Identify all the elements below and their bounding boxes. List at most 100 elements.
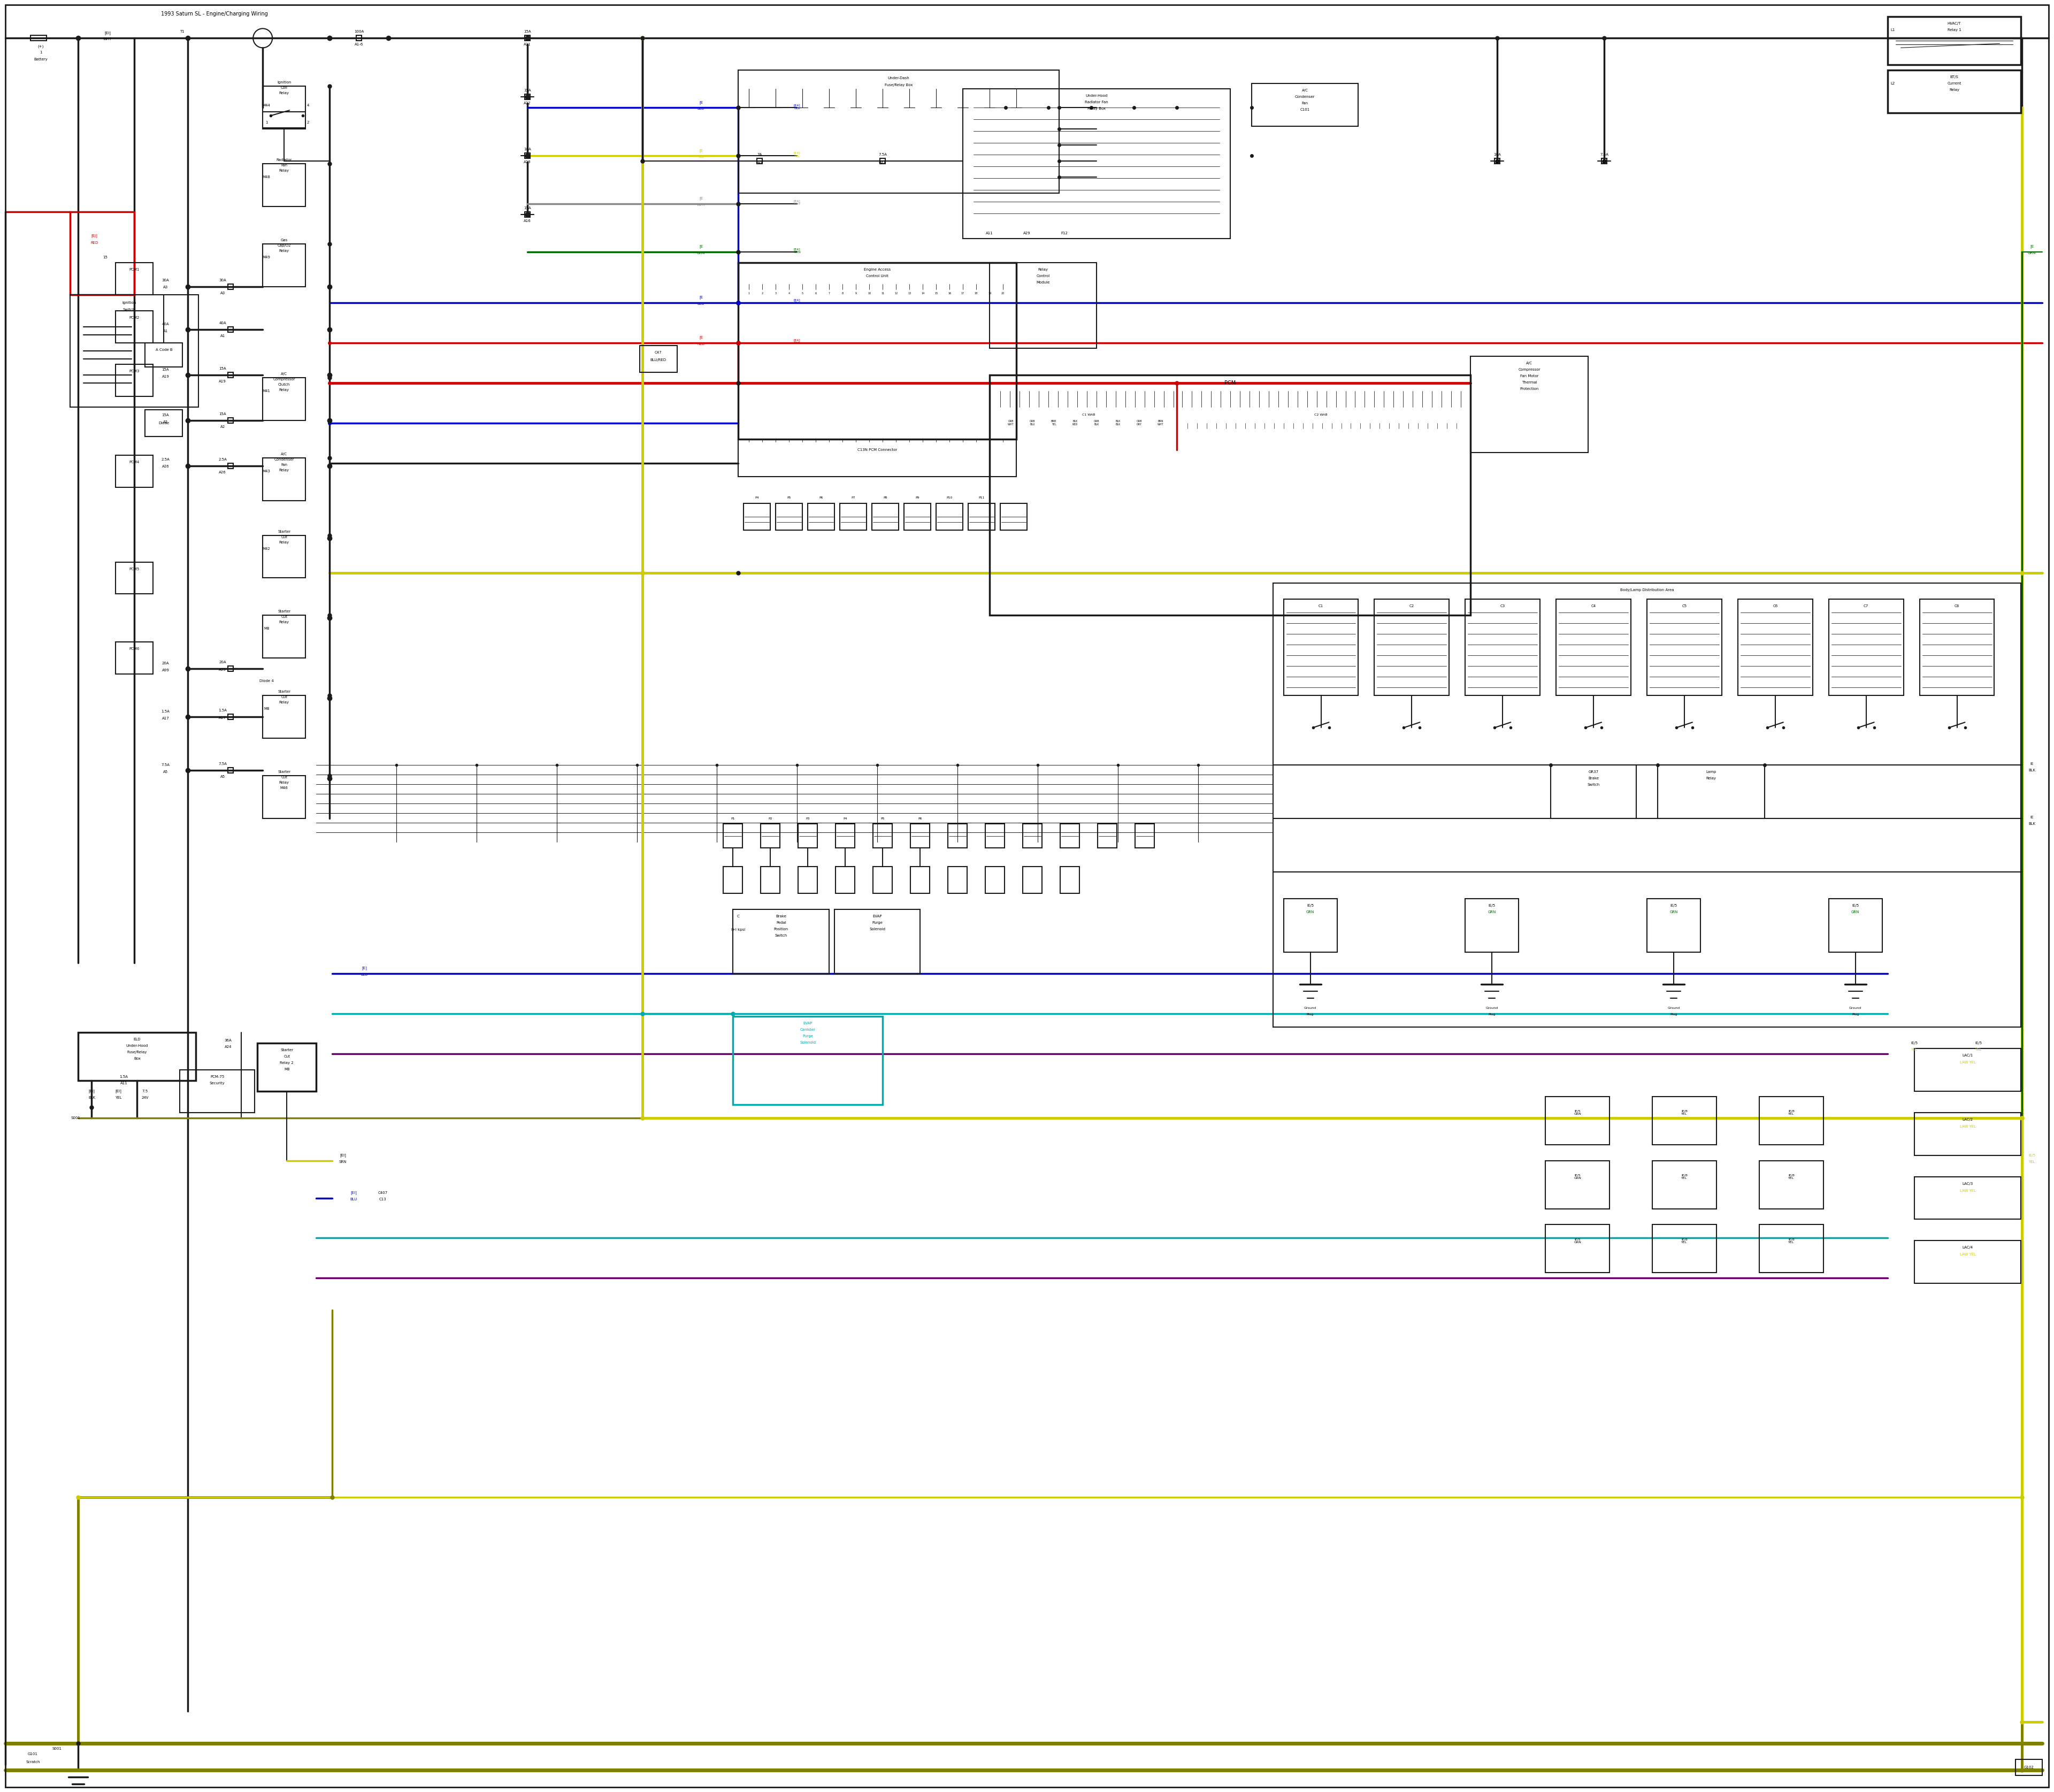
Text: A22: A22 bbox=[524, 102, 530, 106]
Text: 7A: 7A bbox=[758, 152, 762, 156]
Text: A24: A24 bbox=[224, 1045, 232, 1048]
Text: 10A: 10A bbox=[1493, 152, 1501, 156]
Text: 1993 Saturn SL - Engine/Charging Wiring: 1993 Saturn SL - Engine/Charging Wiring bbox=[160, 11, 269, 16]
Bar bbox=[1060, 867, 1078, 894]
Bar bbox=[760, 867, 781, 894]
Text: P9: P9 bbox=[916, 496, 920, 500]
Text: PCM-75: PCM-75 bbox=[210, 1075, 224, 1079]
Text: Relay: Relay bbox=[279, 701, 290, 704]
Text: A1: A1 bbox=[162, 330, 168, 333]
Text: 20A: 20A bbox=[220, 661, 226, 665]
Text: Ground: Ground bbox=[1849, 1007, 1861, 1009]
Text: Condenser: Condenser bbox=[1294, 95, 1315, 99]
Text: I+I kpsi: I+I kpsi bbox=[731, 928, 746, 932]
Text: (+): (+) bbox=[37, 45, 43, 48]
Text: GR37: GR37 bbox=[1588, 771, 1598, 774]
Bar bbox=[1545, 1161, 1610, 1208]
Bar bbox=[1914, 1240, 2021, 1283]
Text: Cut: Cut bbox=[281, 695, 288, 699]
Text: L1: L1 bbox=[1890, 29, 1896, 32]
Text: Fan: Fan bbox=[281, 163, 288, 167]
Text: P7: P7 bbox=[850, 496, 854, 500]
Text: LAC/3: LAC/3 bbox=[1962, 1183, 1974, 1185]
Text: Under-Hood: Under-Hood bbox=[1085, 95, 1107, 97]
Bar bbox=[1060, 824, 1078, 848]
Text: 24V: 24V bbox=[142, 1097, 148, 1098]
Bar bbox=[524, 95, 530, 100]
Bar bbox=[31, 36, 47, 41]
Text: [E: [E bbox=[698, 335, 702, 339]
Text: [EI]: [EI] bbox=[351, 1192, 357, 1195]
Text: Diode 4: Diode 4 bbox=[259, 679, 273, 683]
Text: PCM2: PCM2 bbox=[129, 315, 140, 319]
Text: IE/5: IE/5 bbox=[1910, 1041, 1918, 1045]
Text: A/C: A/C bbox=[1302, 90, 1308, 91]
Text: IE/5: IE/5 bbox=[1853, 903, 1859, 907]
Text: 1: 1 bbox=[39, 50, 43, 54]
Text: Relay: Relay bbox=[279, 541, 290, 543]
Bar bbox=[1602, 158, 1606, 163]
Text: IE/8
YEL: IE/8 YEL bbox=[1789, 1109, 1795, 1115]
Text: A20: A20 bbox=[756, 161, 764, 163]
Text: BLK: BLK bbox=[88, 1097, 94, 1098]
Text: 7.5A: 7.5A bbox=[1600, 152, 1608, 156]
Text: Solenoid: Solenoid bbox=[799, 1041, 815, 1045]
Bar bbox=[1284, 599, 1358, 695]
Bar bbox=[744, 504, 770, 530]
Text: Relay: Relay bbox=[279, 781, 290, 785]
Text: Fuse/Relay: Fuse/Relay bbox=[127, 1050, 148, 1054]
Text: Engine Access: Engine Access bbox=[865, 269, 891, 271]
Bar bbox=[807, 504, 834, 530]
Text: PCM4: PCM4 bbox=[129, 461, 140, 464]
Text: [E: [E bbox=[698, 246, 702, 249]
Text: Ground: Ground bbox=[1485, 1007, 1497, 1009]
Text: PCM6: PCM6 bbox=[129, 647, 140, 650]
Text: LAW YEL: LAW YEL bbox=[1960, 1125, 1976, 1127]
Bar bbox=[1465, 599, 1540, 695]
Bar bbox=[986, 867, 1004, 894]
Bar bbox=[1658, 765, 1764, 819]
Bar bbox=[947, 867, 967, 894]
Text: 14: 14 bbox=[920, 292, 924, 296]
Text: Starter: Starter bbox=[277, 690, 290, 694]
Text: P5: P5 bbox=[787, 496, 791, 500]
Bar bbox=[228, 283, 234, 289]
Bar bbox=[873, 504, 900, 530]
Text: Relay: Relay bbox=[279, 168, 290, 172]
Text: A/C: A/C bbox=[281, 373, 288, 375]
Text: Lamp: Lamp bbox=[1707, 771, 1717, 774]
Bar bbox=[910, 824, 930, 848]
Text: Pedal: Pedal bbox=[776, 921, 787, 925]
Bar bbox=[758, 158, 762, 163]
Text: RED: RED bbox=[90, 242, 99, 244]
Text: 1.5A: 1.5A bbox=[119, 1075, 127, 1079]
Text: 4: 4 bbox=[306, 104, 310, 108]
Bar bbox=[1495, 158, 1499, 163]
Bar bbox=[228, 373, 234, 378]
Text: C8: C8 bbox=[1955, 604, 1960, 607]
Bar bbox=[873, 824, 891, 848]
Bar bbox=[263, 457, 306, 500]
Bar bbox=[986, 824, 1004, 848]
Text: A11: A11 bbox=[119, 1081, 127, 1084]
Bar bbox=[524, 152, 530, 158]
Text: BLU: BLU bbox=[349, 1197, 357, 1201]
Text: [E: [E bbox=[698, 149, 702, 152]
Bar bbox=[115, 310, 154, 342]
Text: C7: C7 bbox=[1863, 604, 1869, 607]
Text: Relay 1: Relay 1 bbox=[1947, 29, 1962, 32]
Text: PCM: PCM bbox=[1224, 380, 1237, 385]
Text: A16: A16 bbox=[524, 219, 532, 222]
Bar bbox=[737, 263, 1017, 439]
Bar bbox=[228, 462, 234, 468]
Text: C101: C101 bbox=[1300, 108, 1310, 111]
Bar bbox=[1545, 1097, 1610, 1145]
Text: Fuse/Relay Box: Fuse/Relay Box bbox=[885, 84, 912, 86]
Text: Radiator Fan: Radiator Fan bbox=[1085, 100, 1109, 104]
Text: P11: P11 bbox=[978, 496, 984, 500]
Text: [EI]: [EI] bbox=[88, 1090, 94, 1093]
Bar bbox=[1758, 1097, 1824, 1145]
Text: EVAP: EVAP bbox=[873, 914, 881, 918]
Text: BLU: BLU bbox=[698, 108, 705, 111]
Text: A99: A99 bbox=[220, 668, 226, 672]
